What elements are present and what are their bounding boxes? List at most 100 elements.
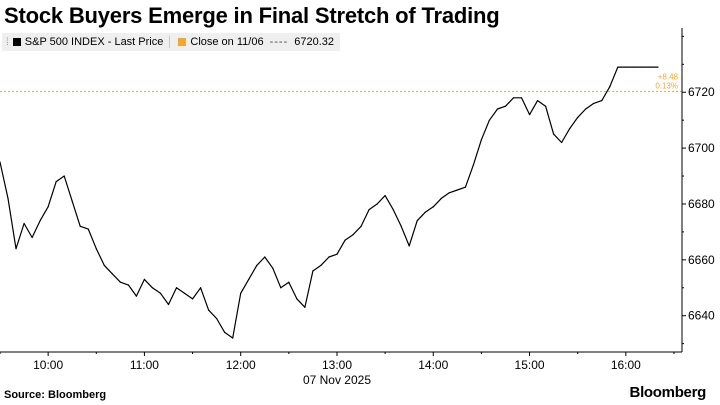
legend-item-series[interactable]: S&P 500 INDEX - Last Price [11, 36, 164, 48]
data-point [360, 225, 362, 227]
x-tick-label: 14:00 [418, 358, 448, 372]
data-point [151, 287, 154, 289]
data-point [577, 116, 579, 118]
data-point [561, 141, 563, 144]
data-point [103, 264, 105, 267]
data-point [408, 245, 410, 247]
data-point [641, 66, 643, 68]
data-point [199, 287, 202, 289]
data-point [71, 200, 73, 202]
data-point [432, 206, 434, 208]
data-point [280, 287, 282, 289]
chart-title: Stock Buyers Emerge in Final Stretch of … [4, 3, 500, 28]
data-point [183, 292, 186, 294]
data-point [111, 273, 113, 275]
data-point [593, 102, 595, 105]
data-point [448, 192, 450, 194]
data-point [440, 197, 442, 199]
data-point [376, 203, 378, 205]
data-point [657, 66, 659, 68]
data-point [47, 206, 49, 208]
source-note: Source: Bloomberg [4, 389, 107, 401]
data-point [352, 234, 354, 236]
data-point [272, 267, 274, 269]
x-tick-label: 12:00 [226, 358, 256, 372]
x-tick-label: 10:00 [33, 358, 63, 372]
data-point [545, 105, 547, 107]
data-point [312, 270, 314, 272]
data-point [31, 236, 33, 239]
x-tick-label: 16:00 [611, 358, 641, 372]
data-point [167, 303, 170, 306]
y-tick-label: 6660 [688, 253, 715, 267]
date-label: 07 Nov 2025 [303, 373, 371, 387]
data-point [400, 225, 402, 227]
data-point [79, 225, 81, 227]
data-point [328, 256, 330, 258]
data-point [504, 105, 507, 107]
data-point [368, 208, 370, 211]
change-pct-label: 0.13% [655, 81, 678, 90]
data-point [87, 228, 89, 230]
legend-value-reference: 6720.32 [294, 36, 334, 48]
y-tick-label: 6640 [688, 309, 715, 323]
data-point [472, 164, 474, 166]
data-point [63, 175, 65, 177]
data-point [191, 298, 194, 300]
data-point [296, 298, 298, 300]
data-point [23, 222, 25, 225]
data-point [95, 248, 97, 250]
data-point [127, 284, 129, 286]
data-point [15, 248, 17, 250]
y-tick-label: 6700 [688, 141, 715, 155]
data-point [553, 133, 555, 135]
legend-swatch-reference [178, 38, 187, 46]
chart-legend: ⁞ S&P 500 INDEX - Last Price Close on 11… [2, 33, 340, 51]
legend-label-series: S&P 500 INDEX - Last Price [24, 36, 164, 48]
data-point [528, 113, 531, 116]
data-point [609, 86, 611, 88]
data-point [240, 292, 242, 294]
data-point [304, 306, 306, 308]
drag-handle-icon[interactable]: ⁞ [6, 36, 9, 48]
legend-swatch-series [12, 38, 21, 46]
data-point [39, 220, 41, 222]
data-point [232, 337, 234, 339]
y-tick-label: 6720 [688, 85, 715, 99]
y-tick-label: 6680 [688, 197, 715, 211]
data-point [520, 97, 523, 99]
data-point [135, 295, 137, 297]
data-point [55, 181, 57, 183]
data-point [601, 100, 603, 102]
data-point [536, 100, 539, 102]
data-point [320, 264, 322, 267]
x-tick-label: 15:00 [515, 358, 545, 372]
data-point [216, 317, 218, 320]
data-point [464, 186, 466, 188]
data-point [344, 239, 346, 241]
legend-item-reference[interactable]: Close on 11/06 ---- 6720.32 [176, 36, 334, 48]
data-point [480, 139, 483, 141]
legend-label-reference: Close on 11/06 [190, 36, 264, 48]
x-tick-label: 11:00 [130, 358, 159, 372]
data-point [159, 292, 162, 294]
data-point [649, 66, 651, 68]
x-tick-label: 13:00 [322, 358, 352, 372]
data-point [569, 127, 571, 130]
legend-dash-line: ---- [269, 36, 289, 48]
data-point [416, 220, 418, 222]
data-point [224, 331, 226, 334]
change-abs-label: +8.48 [658, 72, 679, 81]
data-point [288, 281, 290, 283]
data-point [456, 189, 458, 191]
data-point [617, 66, 619, 68]
data-point [256, 264, 258, 267]
data-point [175, 287, 178, 289]
legend-divider [169, 36, 171, 48]
data-point [248, 278, 250, 280]
data-point [512, 97, 515, 99]
data-point [119, 281, 121, 283]
bloomberg-logo: Bloomberg [629, 384, 707, 401]
data-point [143, 278, 146, 280]
